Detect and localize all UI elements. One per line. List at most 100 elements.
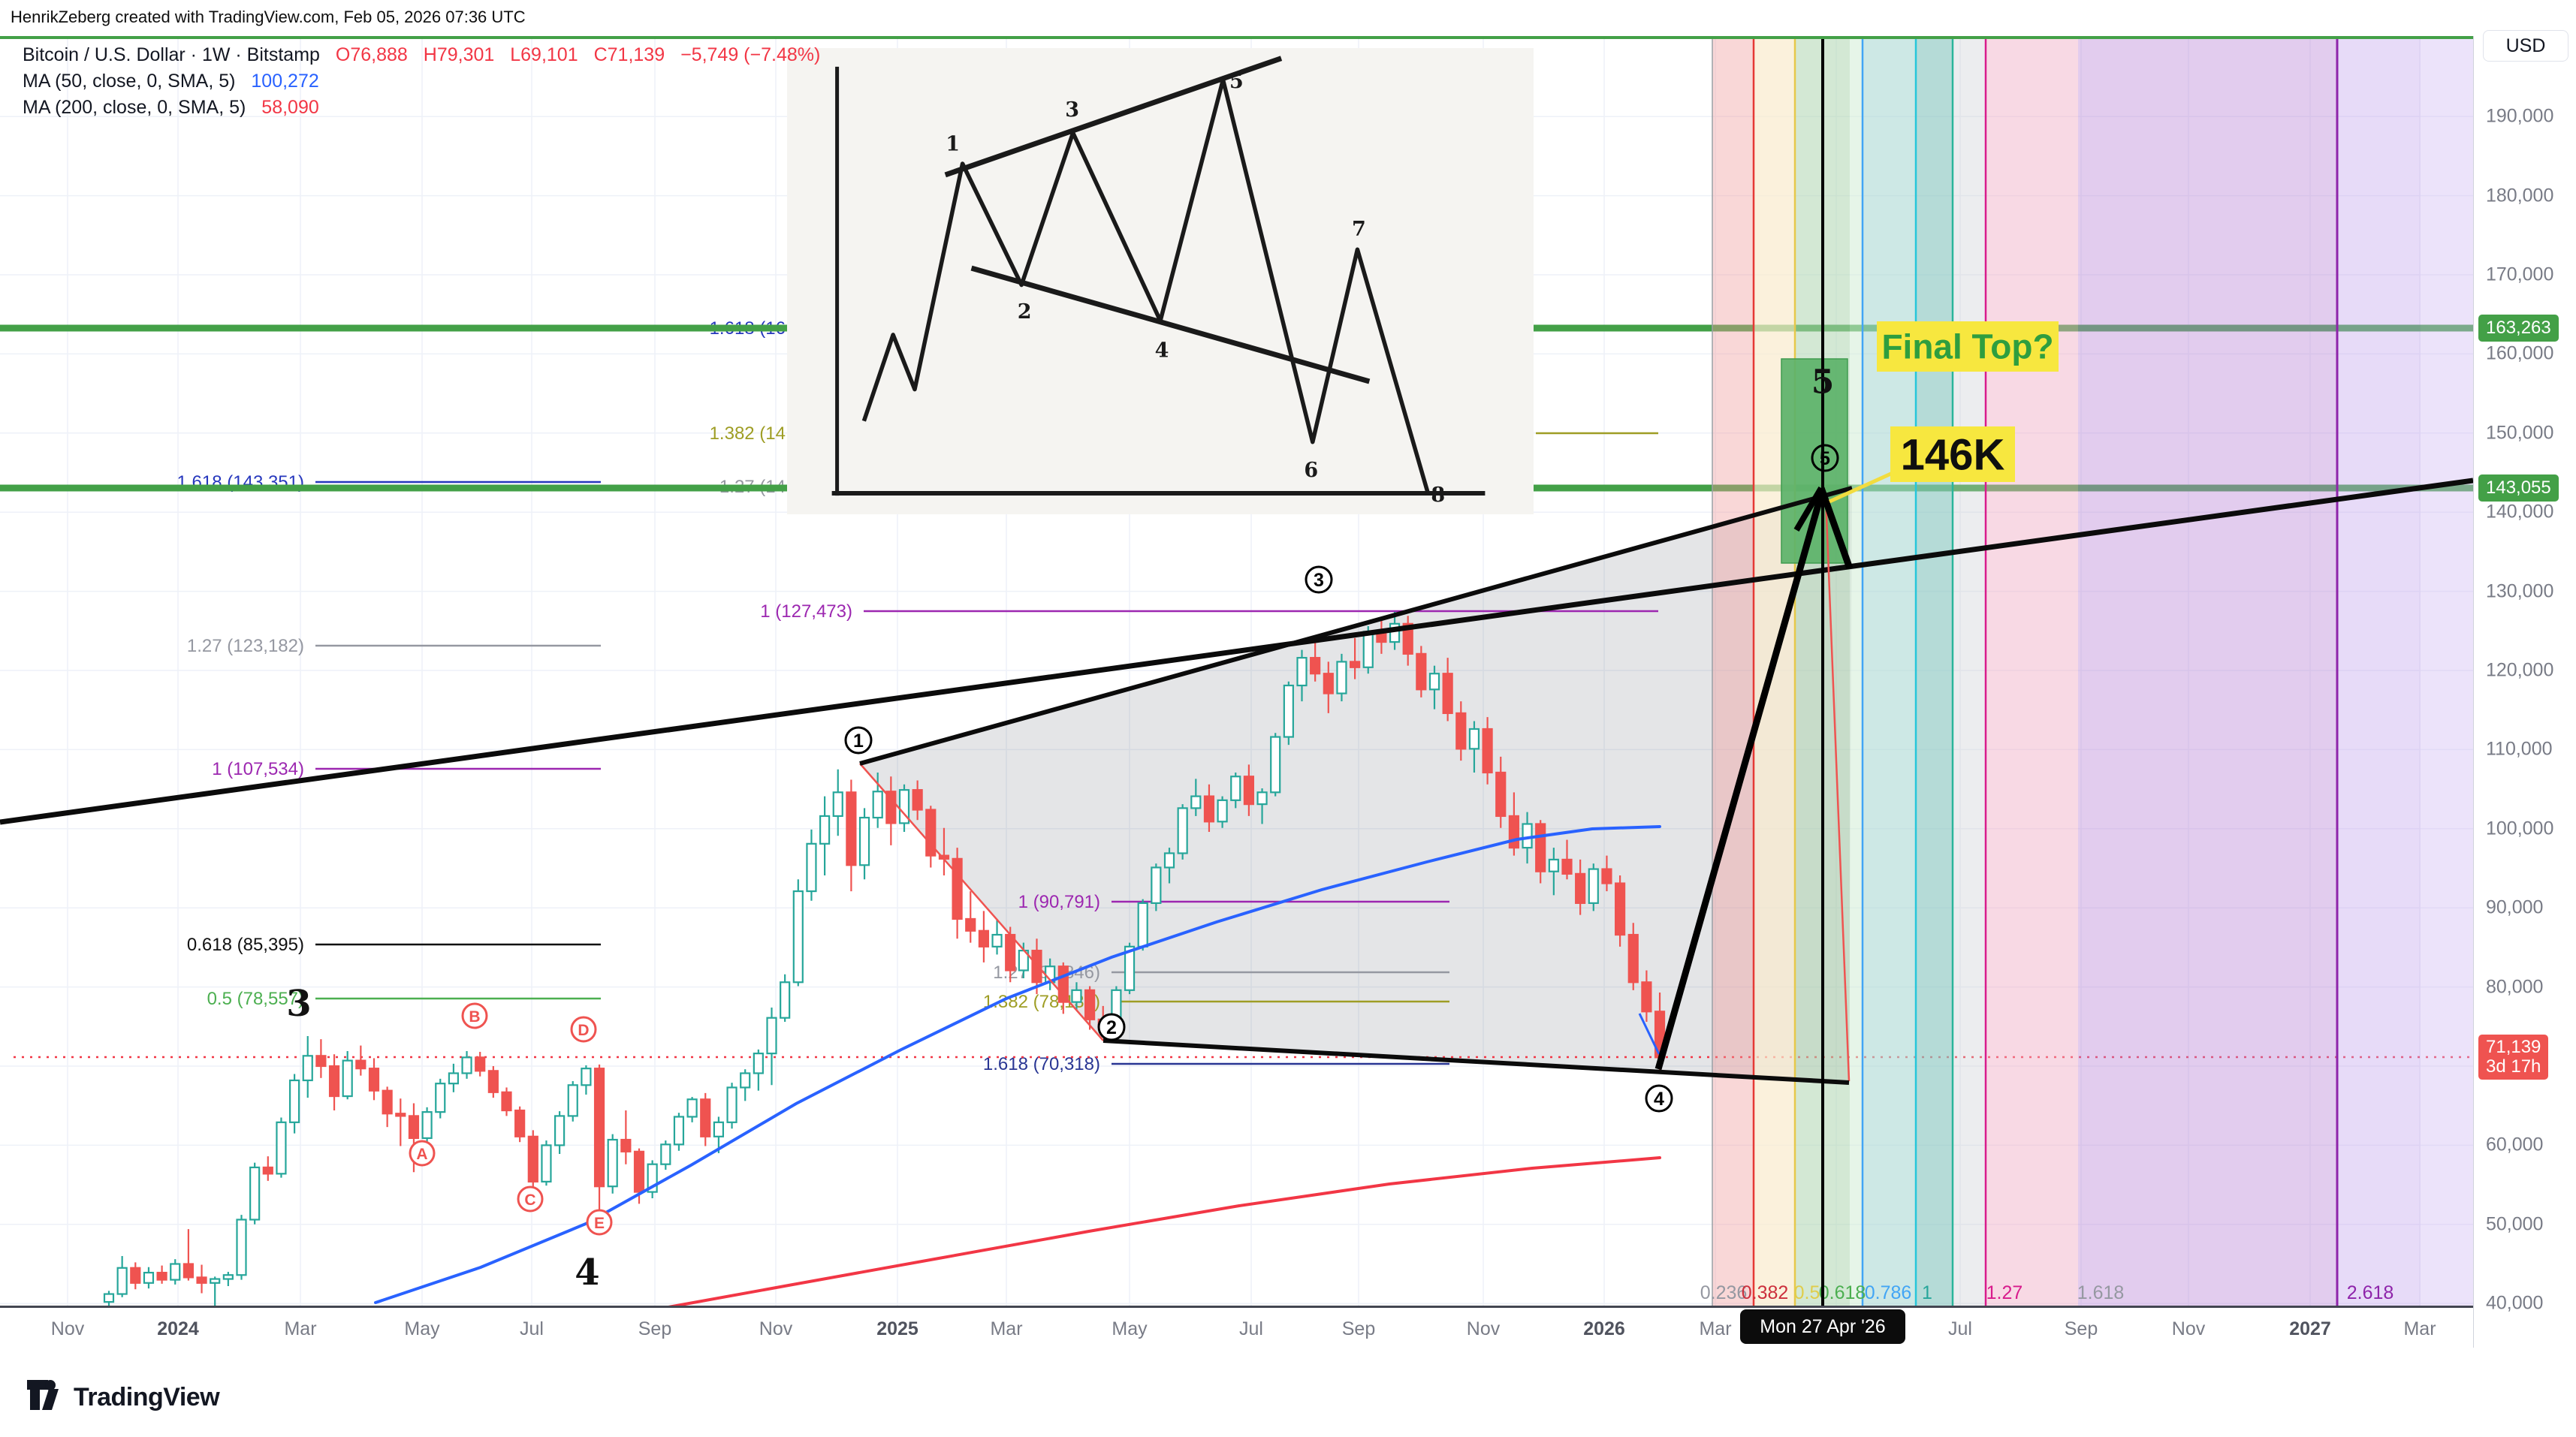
candle [1535, 823, 1546, 872]
candle [686, 1098, 698, 1118]
ma50-label[interactable]: MA (50, close, 0, SMA, 5) [23, 71, 236, 92]
time-tick-label: Mar [1699, 1318, 1732, 1339]
inset-wave-number: 6 [1304, 459, 1318, 482]
price-tick-label: 80,000 [2486, 976, 2544, 998]
candle [1151, 866, 1162, 904]
price-tick-label: 50,000 [2486, 1213, 2544, 1235]
symbol-legend-row[interactable]: Bitcoin / U.S. Dollar · 1W · Bitstamp O7… [23, 42, 820, 68]
time-tick-label: Sep [638, 1318, 672, 1339]
wedge-black-edge [1102, 1038, 1850, 1085]
candle [1310, 657, 1321, 675]
candle [1627, 933, 1639, 984]
wave-circle-digit: 3 [1314, 570, 1324, 591]
callout-connector-line [1828, 471, 1894, 504]
time-tick-label: Nov [2171, 1318, 2206, 1339]
fib-timezone-label: 0.382 [1742, 1282, 1789, 1303]
wave-number-label: 5 [1811, 363, 1835, 401]
candle [1270, 736, 1281, 794]
candle [567, 1084, 578, 1117]
candle [753, 1053, 764, 1074]
inset-wave-number: 8 [1431, 484, 1445, 507]
candle [182, 1263, 194, 1279]
candle [898, 789, 910, 824]
wave-circle-digit: 1 [853, 731, 864, 752]
tradingview-watermark: TradingView [27, 1380, 220, 1414]
wave-circle-5 [1811, 444, 1839, 472]
time-tick-label: 2025 [876, 1318, 918, 1339]
ohlc-close: C71,139 [593, 44, 665, 65]
wave-circle-1 [844, 726, 873, 755]
candle [435, 1083, 446, 1113]
corrective-wave-letter: C [524, 1191, 535, 1209]
fib-level-label: 1 (90,791) [1018, 892, 1100, 912]
inset-wave-number: 4 [1155, 339, 1169, 362]
currency-toggle-button[interactable]: USD [2483, 30, 2568, 62]
candle [527, 1135, 538, 1182]
inset-wave-number: 7 [1352, 218, 1366, 241]
wave-circle-4 [1645, 1084, 1673, 1113]
price-tick-label: 90,000 [2486, 896, 2544, 918]
watermark-text: TradingView [74, 1382, 220, 1411]
projection-arrow-shaft [1654, 493, 1825, 1071]
attribution-bar: HenrikZeberg created with TradingView.co… [0, 0, 2576, 35]
time-tick-label: May [1112, 1318, 1148, 1339]
candle [1588, 868, 1599, 904]
candle [1137, 902, 1148, 947]
ma200-label[interactable]: MA (200, close, 0, SMA, 5) [23, 97, 246, 118]
wedge-red-edge [859, 763, 1104, 1041]
corrective-wave-letter: E [594, 1215, 605, 1232]
candle [408, 1115, 420, 1140]
candle [1217, 799, 1228, 823]
candle [1455, 712, 1467, 750]
candle [222, 1274, 234, 1280]
time-tick-label: 2024 [157, 1318, 199, 1339]
wave-number-label: 3 [286, 983, 311, 1025]
time-tick-label: Mar [2403, 1318, 2436, 1339]
candle [1071, 989, 1082, 1003]
candle [1124, 945, 1136, 991]
projection-arrowhead-right [1817, 487, 1854, 570]
fib-timezone-label: 0.236 [1700, 1282, 1748, 1303]
fib-timezone-band [2337, 39, 2421, 1306]
symbol-title[interactable]: Bitcoin / U.S. Dollar · 1W · Bitstamp [23, 44, 320, 65]
candle [832, 791, 843, 818]
candle [1283, 684, 1294, 738]
wave-circle-2 [1097, 1013, 1126, 1041]
candle [1468, 728, 1480, 750]
candle [581, 1068, 592, 1086]
candle [1482, 728, 1493, 774]
price-axis[interactable]: 190,000 180,000 170,000 160,000 150,000 140,0… [2473, 36, 2576, 1348]
long-term-trendline [0, 477, 2474, 825]
candle [978, 929, 990, 947]
candle [1615, 882, 1626, 936]
candle [925, 809, 937, 857]
price-tick-label: 100,000 [2486, 818, 2554, 839]
candle [196, 1276, 207, 1284]
candle [395, 1113, 406, 1117]
fib-anchor-tail-line [1638, 1013, 1661, 1055]
final-top-text: Final Top? [1881, 327, 2053, 366]
candle [1336, 661, 1347, 694]
candle [1428, 673, 1440, 691]
ma200-legend-row[interactable]: MA (200, close, 0, SMA, 5) 58,090 [23, 95, 820, 121]
ma200-line [667, 1156, 1661, 1309]
candle [633, 1150, 645, 1193]
chart-legend[interactable]: Bitcoin / U.S. Dollar · 1W · Bitstamp O7… [23, 42, 820, 121]
time-tick-label: Mar [990, 1318, 1023, 1339]
fib-timezone-band [1712, 39, 1754, 1306]
candle [116, 1267, 128, 1295]
ma50-value: 100,272 [251, 71, 319, 92]
fib-timezone-band [2421, 39, 2473, 1306]
candle [475, 1056, 486, 1072]
candle [514, 1109, 526, 1137]
candle [1508, 815, 1520, 849]
price-tick-label: 150,000 [2486, 422, 2554, 444]
time-axis[interactable]: Nov 2024 Mar May Jul Sep Nov 2025 Mar May Jul Sep No… [0, 1306, 2473, 1350]
target-146k-background [1890, 426, 2015, 482]
price-tick-label: 110,000 [2486, 738, 2553, 760]
fib-timezone-label: 2.618 [2347, 1282, 2394, 1303]
candle [487, 1070, 499, 1093]
ma50-legend-row[interactable]: MA (50, close, 0, SMA, 5) 100,272 [23, 68, 820, 95]
wedge-black-edge [859, 486, 1853, 766]
